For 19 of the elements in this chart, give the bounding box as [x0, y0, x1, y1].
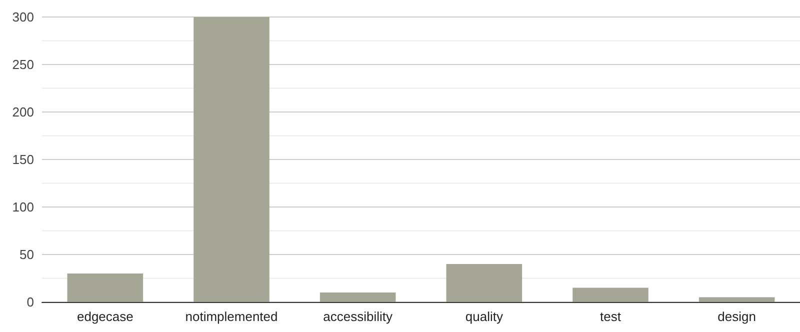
x-tick-label: edgecase — [76, 309, 134, 324]
bar — [320, 292, 396, 302]
y-tick-label: 250 — [12, 57, 34, 72]
x-tick-label: accessibility — [323, 309, 394, 324]
y-tick-label: 200 — [12, 104, 34, 120]
x-tick-label: quality — [465, 309, 504, 324]
bar — [698, 297, 775, 302]
x-tick-label: test — [600, 309, 622, 324]
y-tick-label: 300 — [12, 10, 34, 24]
bar — [446, 264, 522, 302]
bar — [572, 288, 648, 302]
x-tick-label: design — [718, 309, 756, 324]
y-tick-label: 50 — [20, 247, 34, 262]
bar — [194, 17, 270, 302]
x-tick-label: notimplemented — [185, 309, 278, 324]
y-tick-label: 0 — [26, 294, 34, 310]
y-tick-label: 150 — [12, 152, 34, 167]
bar — [67, 274, 144, 302]
y-tick-label: 100 — [12, 200, 34, 214]
